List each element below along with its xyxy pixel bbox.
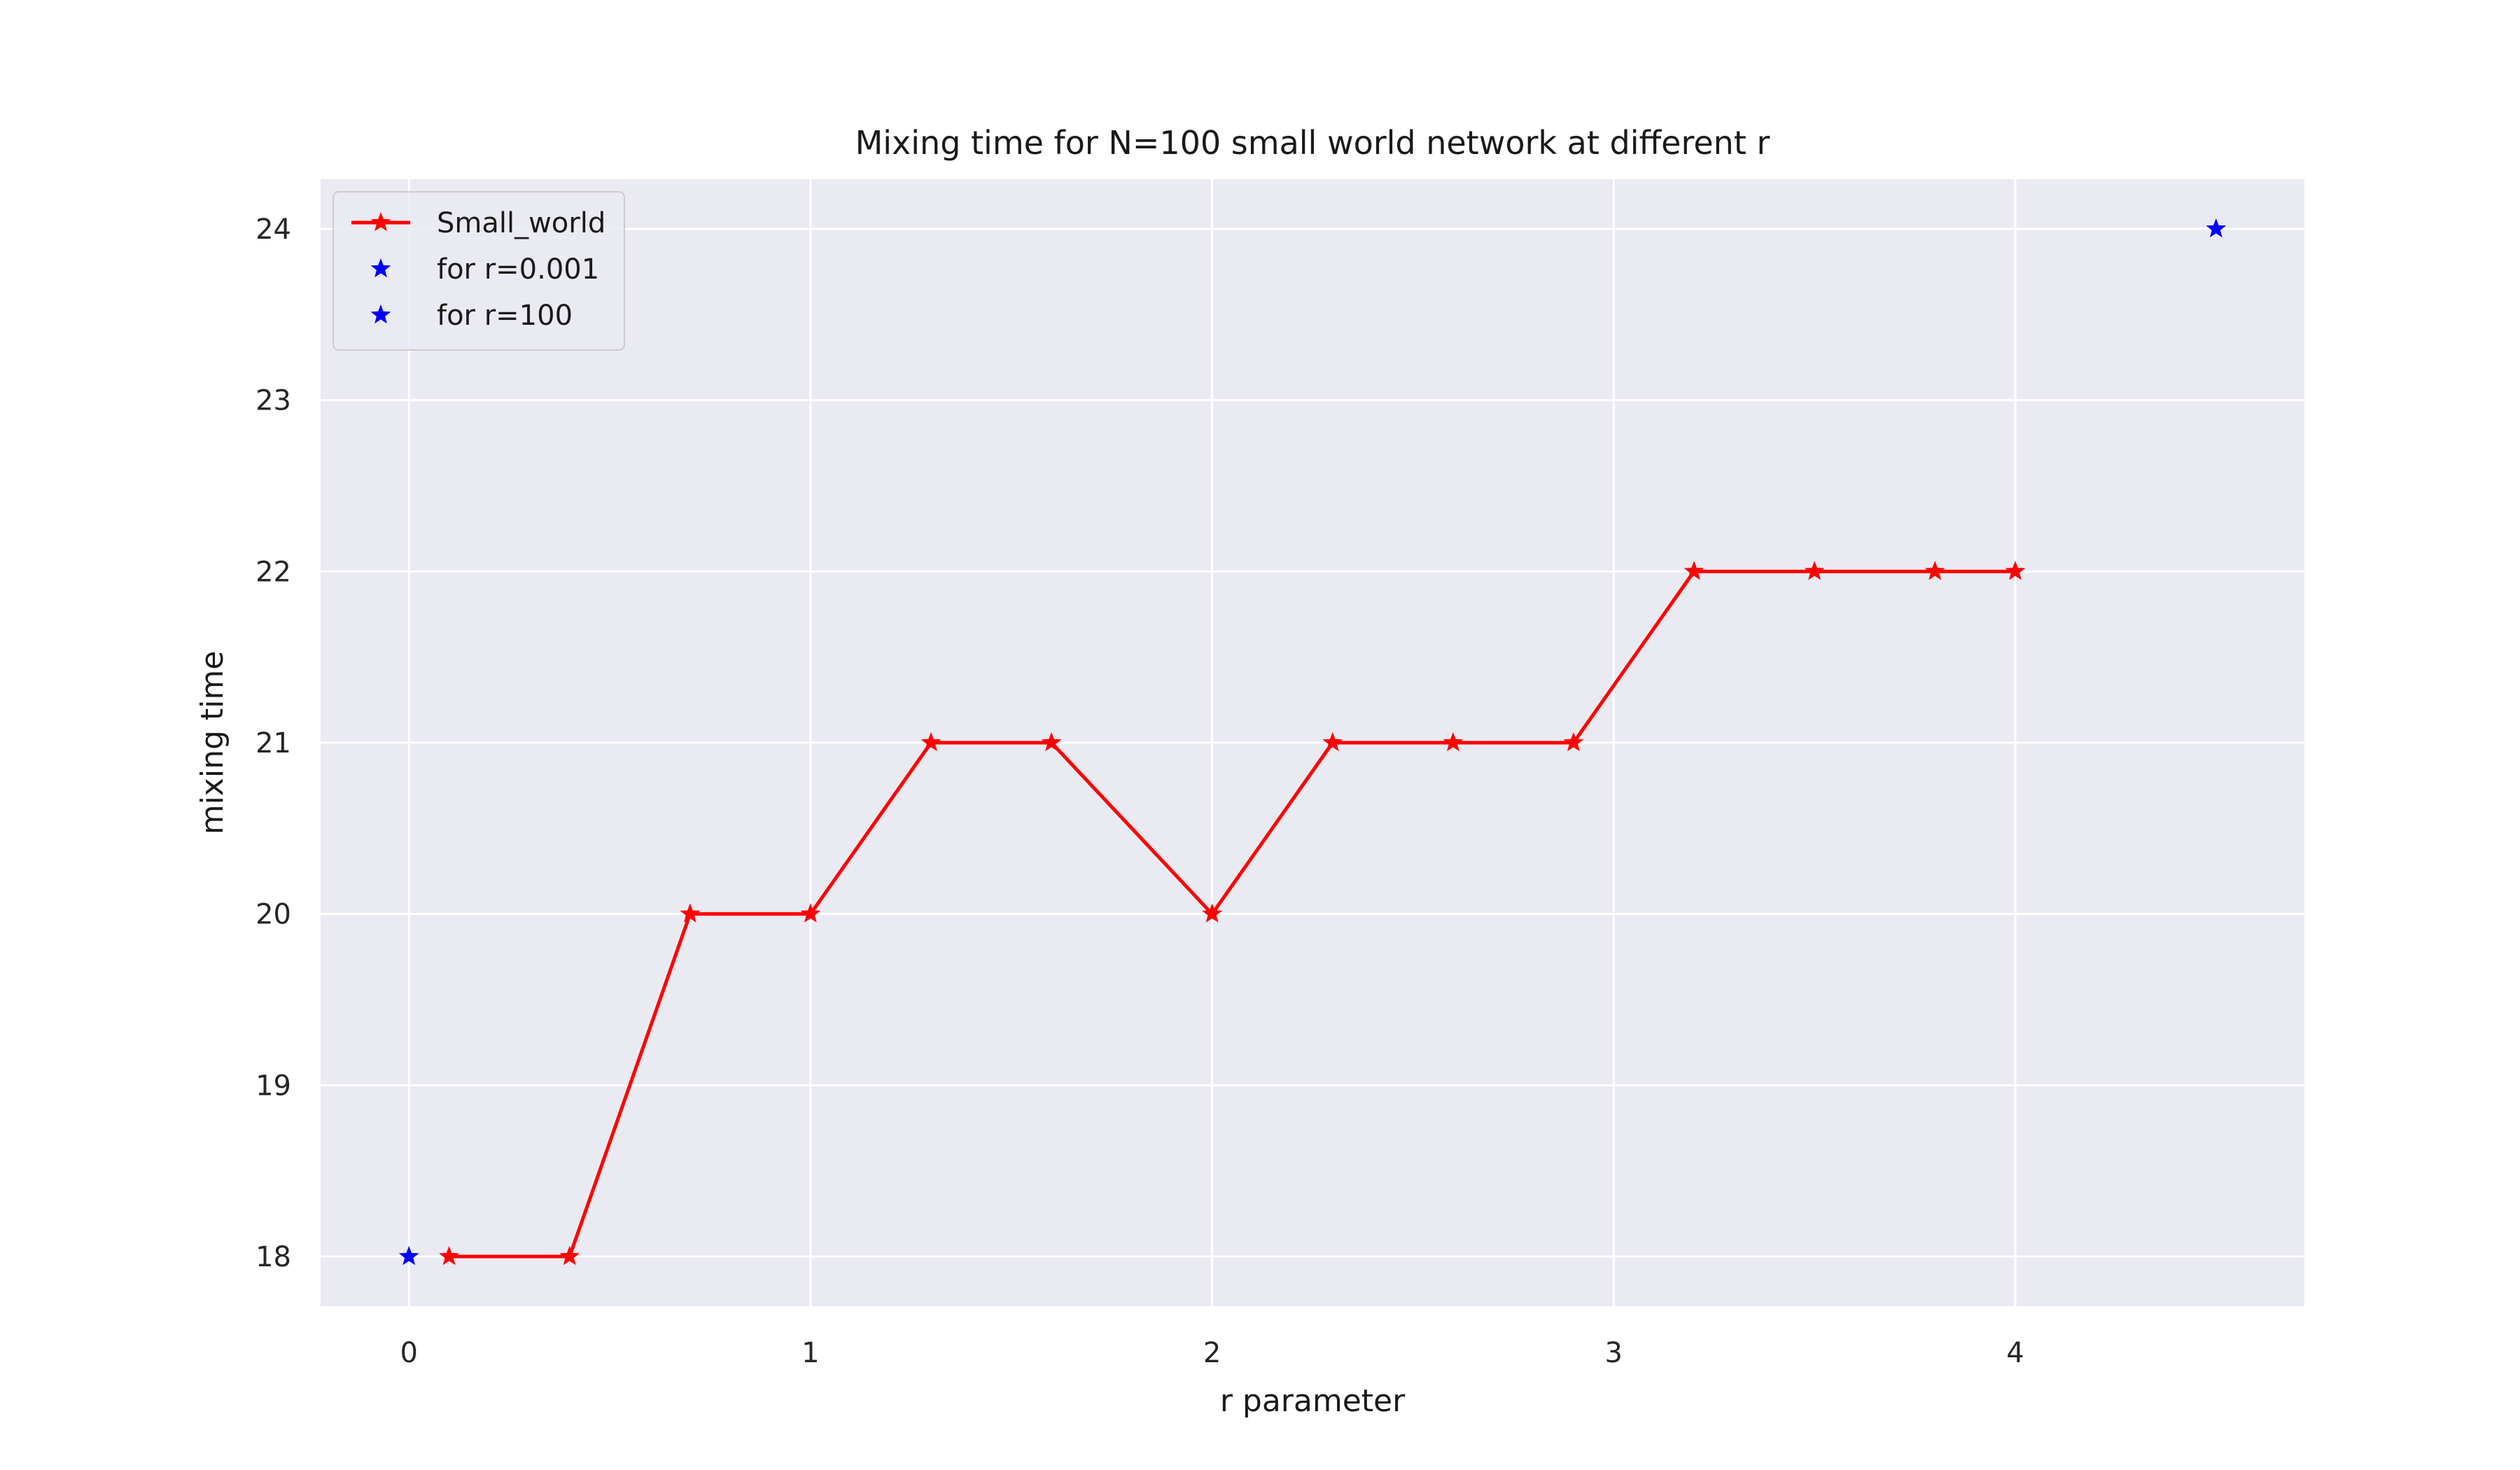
chart-title: Mixing time for N=100 small world networ… <box>855 124 1770 162</box>
legend-label: Small_world <box>437 207 606 239</box>
y-tick-label: 19 <box>255 1070 291 1102</box>
series-0 <box>439 561 2026 1266</box>
data-point <box>559 1245 580 1266</box>
y-tick-label: 21 <box>255 727 291 760</box>
data-point <box>1443 732 1464 752</box>
data-point <box>2206 218 2227 238</box>
y-tick-label: 18 <box>255 1241 291 1273</box>
data-point <box>1563 732 1584 752</box>
x-axis-label: r parameter <box>1220 1383 1406 1419</box>
legend-label: for r=0.001 <box>437 253 599 286</box>
legend-label: for r=100 <box>437 300 573 332</box>
legend-entry: for r=0.001 <box>370 253 599 286</box>
data-point <box>2005 561 2026 580</box>
data-point <box>920 732 941 752</box>
legend-entry: Small_world <box>351 207 606 239</box>
series-layer <box>398 218 2227 1266</box>
y-tick-label: 20 <box>255 899 291 931</box>
x-tick-label: 2 <box>1203 1337 1221 1369</box>
data-point <box>398 1245 419 1266</box>
x-tick-label: 3 <box>1605 1337 1623 1369</box>
data-point <box>1804 561 1825 580</box>
data-point <box>800 903 821 923</box>
legend-entry: for r=100 <box>370 300 573 332</box>
series-line <box>447 569 2017 1259</box>
x-tick-label: 1 <box>802 1337 819 1369</box>
legend-marker <box>370 258 391 278</box>
legend-marker <box>370 304 391 324</box>
legend-marker <box>370 211 391 232</box>
data-point <box>1041 732 1062 752</box>
x-tick-label: 0 <box>400 1337 417 1369</box>
y-tick-label: 24 <box>255 214 291 246</box>
data-point <box>680 903 701 923</box>
data-point <box>1924 561 1945 580</box>
data-point <box>439 1245 459 1266</box>
y-tick-label: 23 <box>255 385 291 417</box>
y-axis-label: mixing time <box>195 651 230 835</box>
series-2 <box>2206 218 2227 238</box>
data-point <box>1202 903 1222 923</box>
data-point <box>1322 732 1343 752</box>
y-tick-label: 22 <box>255 556 291 588</box>
legend-box <box>332 191 625 351</box>
x-tick-label: 4 <box>2006 1337 2024 1369</box>
data-point <box>1684 561 1704 580</box>
series-1 <box>398 1245 419 1266</box>
